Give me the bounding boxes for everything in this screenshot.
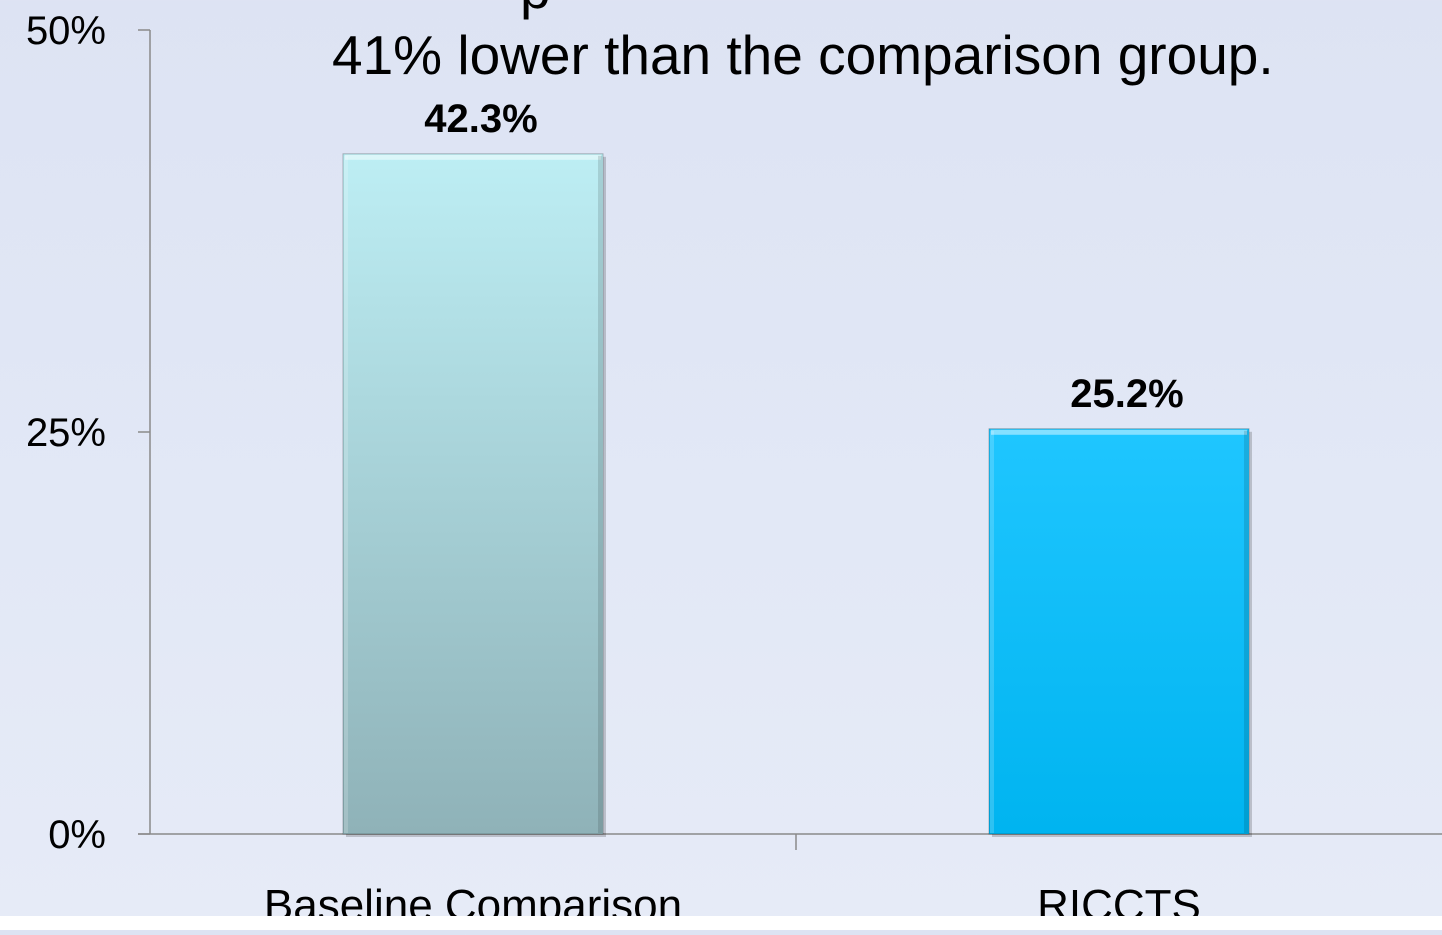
bar-highlight [991,429,1247,435]
bar-bevel-left [990,430,994,833]
bar-baseline-comparison [342,153,604,835]
bar-highlight [345,154,601,160]
bottom-strip [0,916,1442,930]
y-tick-label: 50% [26,9,106,53]
bars-group [342,153,1252,838]
labels-group: 0%25%50%42.3%Baseline Comparison25.2%RIC… [26,9,1201,930]
bar-bevel-right [598,155,602,834]
bar-data-label: 25.2% [1070,372,1183,416]
bar-bevel-right [1244,430,1248,833]
bar-bevel-left [344,155,348,834]
headline-text: 41% lower than the comparison group. [332,24,1274,86]
headline-partial-letter: p [520,0,551,20]
bar-data-label: 42.3% [424,97,537,141]
bar-riccts [988,428,1250,835]
y-tick-label: 25% [26,411,106,455]
y-tick-label: 0% [48,813,106,857]
